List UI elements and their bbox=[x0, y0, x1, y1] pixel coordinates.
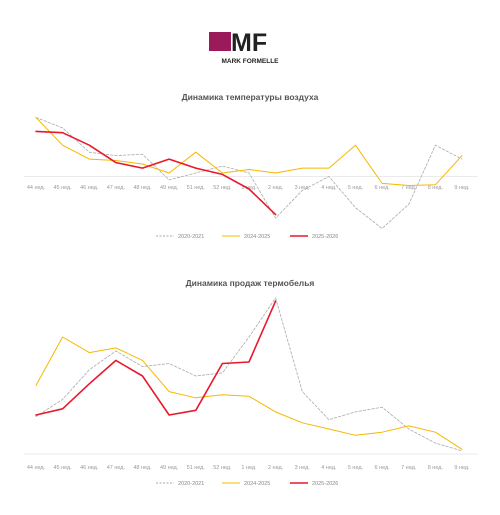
x-tick-label: 4 нед. bbox=[321, 185, 337, 191]
x-tick-label: 2 нед. bbox=[268, 185, 284, 191]
series-line-2024-2025 bbox=[35, 336, 463, 450]
x-tick-label: 52 нед. bbox=[213, 185, 232, 191]
x-tick-label: 4 нед. bbox=[321, 465, 337, 471]
legend-label-2025-2026: 2025-2026 bbox=[312, 234, 338, 240]
x-tick-label: 1 нед. bbox=[241, 185, 257, 191]
x-tick-label: 44 нед. bbox=[27, 185, 46, 191]
series-line-2020-2021 bbox=[35, 117, 463, 229]
x-tick-label: 51 нед. bbox=[187, 465, 206, 471]
logo-mark: MF bbox=[231, 29, 267, 57]
x-tick-label: 47 нед. bbox=[107, 185, 126, 191]
series-line-2020-2021 bbox=[35, 297, 463, 452]
x-tick-label: 48 нед. bbox=[133, 185, 152, 191]
x-tick-label: 45 нед. bbox=[53, 465, 72, 471]
x-tick-label: 49 нед. bbox=[160, 185, 179, 191]
series-line-2025-2026 bbox=[35, 300, 277, 416]
logo-square bbox=[209, 32, 231, 51]
temperature-chart: 44 нед. 45 нед. 46 нед. 47 нед. 48 нед. 49 не… bbox=[24, 117, 478, 240]
series-line-2025-2026 bbox=[35, 130, 277, 216]
legend-label-2020-2021: 2020-2021 bbox=[178, 481, 204, 487]
x-tick-label: 45 нед. bbox=[53, 185, 72, 191]
mark-formelle-logo: MF MARK FORMELLE bbox=[209, 29, 279, 65]
x-tick-label: 7 нед. bbox=[401, 185, 417, 191]
x-tick-label: 7 нед. bbox=[401, 465, 417, 471]
temperature-chart-title: Динамика температуры воздуха bbox=[181, 92, 319, 102]
x-tick-label: 46 нед. bbox=[80, 185, 99, 191]
x-tick-label: 52 нед. bbox=[213, 465, 232, 471]
series-line-2024-2025 bbox=[35, 117, 463, 186]
x-tick-label: 3 нед. bbox=[295, 465, 311, 471]
legend-label-2020-2021: 2020-2021 bbox=[178, 234, 204, 240]
x-tick-label: 8 нед. bbox=[428, 465, 444, 471]
x-tick-label: 9 нед. bbox=[454, 185, 470, 191]
x-tick-label: 48 нед. bbox=[133, 465, 152, 471]
x-tick-label: 2 нед. bbox=[268, 465, 284, 471]
x-tick-label: 8 нед. bbox=[428, 185, 444, 191]
x-tick-label: 6 нед. bbox=[374, 465, 390, 471]
x-tick-label: 9 нед. bbox=[454, 465, 470, 471]
x-tick-label: 6 нед. bbox=[374, 185, 390, 191]
x-tick-label: 51 нед. bbox=[187, 185, 206, 191]
legend-label-2024-2025: 2024-2025 bbox=[244, 481, 270, 487]
x-tick-label: 5 нед. bbox=[348, 465, 364, 471]
legend-label-2024-2025: 2024-2025 bbox=[244, 234, 270, 240]
x-tick-label: 44 нед. bbox=[27, 465, 46, 471]
x-tick-label: 1 нед. bbox=[241, 465, 257, 471]
logo-name: MARK FORMELLE bbox=[221, 58, 279, 65]
x-tick-label: 49 нед. bbox=[160, 465, 179, 471]
legend-label-2025-2026: 2025-2026 bbox=[312, 481, 338, 487]
sales-chart-title: Динамика продаж термобелья bbox=[185, 278, 315, 288]
x-tick-label: 5 нед. bbox=[348, 185, 364, 191]
sales-chart: 44 нед. 45 нед. 46 нед. 47 нед. 48 нед. 49 не… bbox=[24, 297, 478, 487]
x-tick-label: 3 нед. bbox=[295, 185, 311, 191]
x-tick-label: 47 нед. bbox=[107, 465, 126, 471]
x-tick-label: 46 нед. bbox=[80, 465, 99, 471]
